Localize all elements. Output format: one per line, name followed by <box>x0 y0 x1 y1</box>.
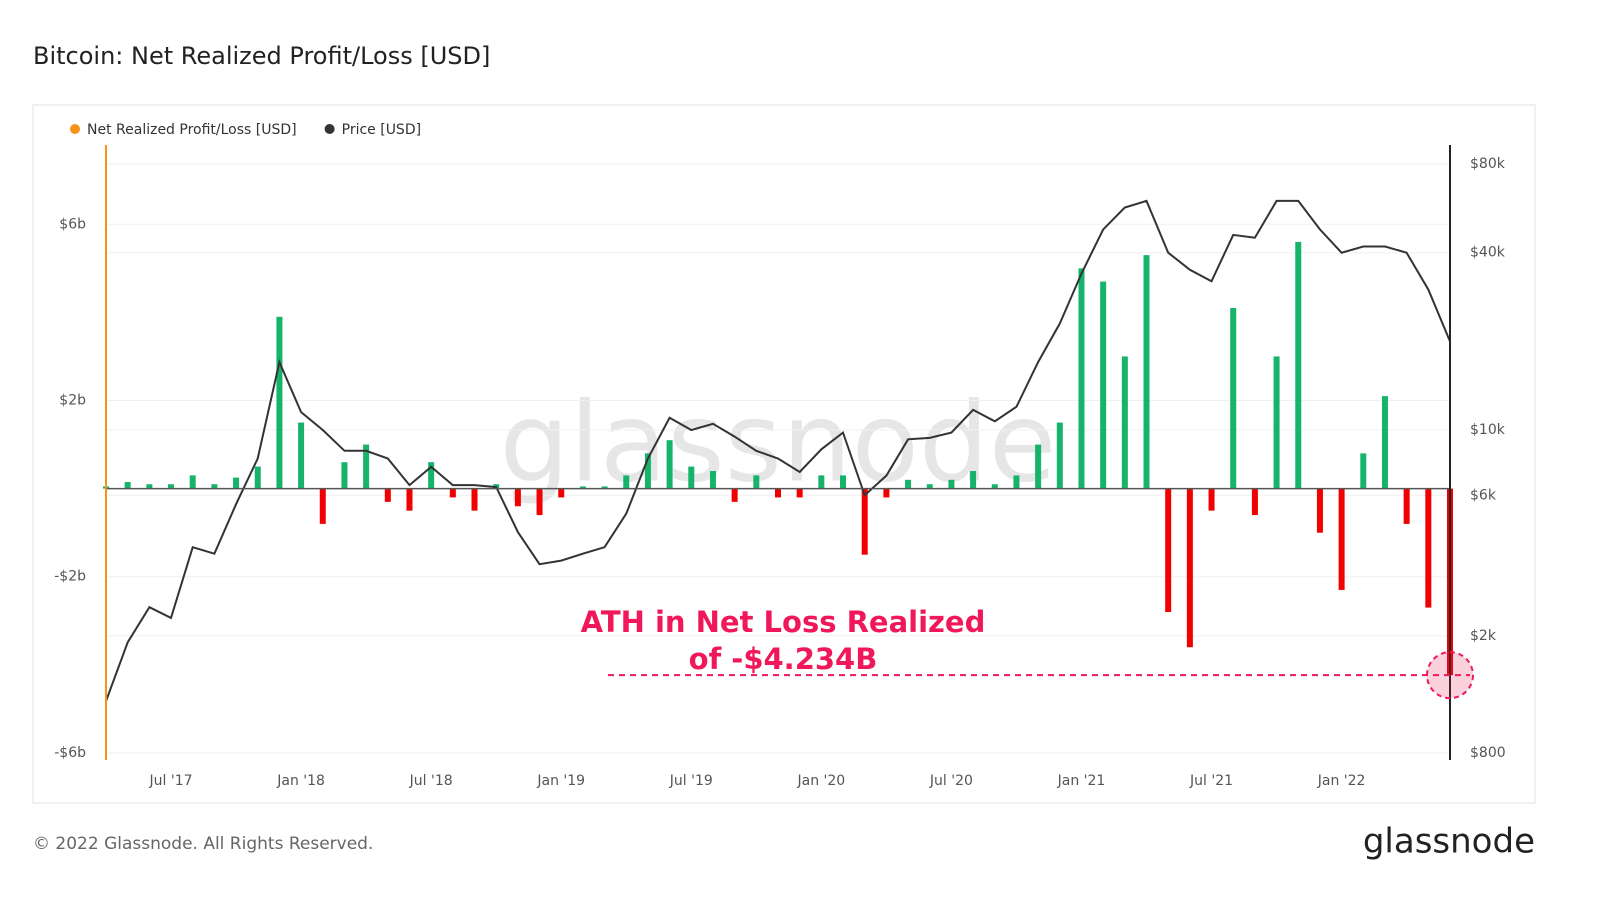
bar <box>796 488 803 498</box>
x-tick-label: Jul '20 <box>929 773 973 789</box>
bar <box>1251 488 1258 516</box>
bar <box>384 488 391 502</box>
bar <box>1013 475 1020 489</box>
chart-card <box>32 104 1536 804</box>
bar <box>298 422 305 489</box>
x-tick-label: Jul '17 <box>149 773 193 789</box>
bar <box>1100 281 1107 489</box>
bar <box>428 462 435 489</box>
bar <box>1273 356 1280 489</box>
bar <box>146 484 153 489</box>
x-tick-label: Jan '22 <box>1317 773 1366 789</box>
bar <box>1165 488 1172 612</box>
bar <box>1056 422 1063 489</box>
bar <box>926 484 933 489</box>
x-tick-label: Jul '19 <box>669 773 713 789</box>
bar <box>254 466 261 489</box>
bar <box>601 486 608 489</box>
bar <box>558 488 565 498</box>
bar <box>1078 268 1085 489</box>
bar <box>818 475 825 489</box>
legend-marker <box>324 124 335 134</box>
bar <box>579 486 586 489</box>
bar <box>731 488 738 502</box>
y-tick-label: -$2b <box>54 569 86 585</box>
bar <box>363 444 370 489</box>
bar <box>1425 488 1432 608</box>
y2-tick-label: $2k <box>1470 628 1497 644</box>
page-title: Bitcoin: Net Realized Profit/Loss [USD] <box>33 42 490 70</box>
bar <box>644 453 651 489</box>
bar <box>709 471 716 489</box>
bar <box>623 475 630 489</box>
y2-tick-label: $800 <box>1470 745 1506 761</box>
bar <box>211 484 218 489</box>
y2-tick-label: $80k <box>1470 156 1506 172</box>
y-tick-label: -$6b <box>54 745 86 761</box>
bar <box>861 488 868 555</box>
bar <box>1338 488 1345 590</box>
bar <box>1230 308 1237 489</box>
legend-label: Price [USD] <box>342 122 421 138</box>
price-line <box>105 199 1451 702</box>
annotation-text: of -$4.234B <box>689 642 878 676</box>
annotation-text: ATH in Net Loss Realized <box>581 605 986 639</box>
x-tick-label: Jul '18 <box>409 773 453 789</box>
x-tick-label: Jan '21 <box>1057 773 1106 789</box>
bar <box>514 488 521 507</box>
bar <box>319 488 326 524</box>
bar <box>1121 356 1128 489</box>
bar <box>991 484 998 489</box>
y2-tick-label: $10k <box>1470 422 1506 438</box>
bar <box>1295 241 1302 489</box>
bar <box>1208 488 1215 511</box>
bar <box>948 479 955 489</box>
bar <box>840 475 847 489</box>
x-tick-label: Jan '19 <box>536 773 585 789</box>
bar <box>1143 255 1150 489</box>
logo: glassnode <box>1363 822 1535 862</box>
bar <box>536 488 543 516</box>
bar <box>666 440 673 489</box>
x-tick-label: Jul '21 <box>1189 773 1233 789</box>
bar <box>233 477 240 489</box>
legend-marker <box>70 124 80 134</box>
y-tick-label: $6b <box>59 216 86 232</box>
y-tick-label: $2b <box>59 393 86 409</box>
annotation-circle <box>1426 651 1474 700</box>
bar <box>406 488 413 511</box>
x-tick-label: Jan '18 <box>276 773 325 789</box>
bar <box>1403 488 1410 524</box>
bar <box>449 488 456 498</box>
bar <box>688 466 695 489</box>
bar <box>883 488 890 498</box>
bar <box>124 482 131 489</box>
watermark: glassnode <box>500 378 1057 506</box>
bar <box>1360 453 1367 489</box>
x-tick-label: Jan '20 <box>797 773 846 789</box>
bar <box>189 475 196 489</box>
bar <box>1381 396 1388 489</box>
bar <box>168 484 175 489</box>
footer: © 2022 Glassnode. All Rights Reserved. <box>33 834 373 854</box>
bar <box>1035 444 1042 489</box>
y2-tick-label: $40k <box>1470 245 1506 261</box>
bar <box>905 479 912 489</box>
bar <box>753 475 760 489</box>
legend-label: Net Realized Profit/Loss [USD] <box>87 122 297 138</box>
bar <box>1186 488 1193 648</box>
bar <box>970 471 977 489</box>
bar <box>1316 488 1323 533</box>
bar <box>471 488 478 511</box>
bar <box>276 316 283 489</box>
bar <box>775 488 781 498</box>
bar <box>341 462 348 489</box>
y2-tick-label: $6k <box>1470 487 1497 503</box>
